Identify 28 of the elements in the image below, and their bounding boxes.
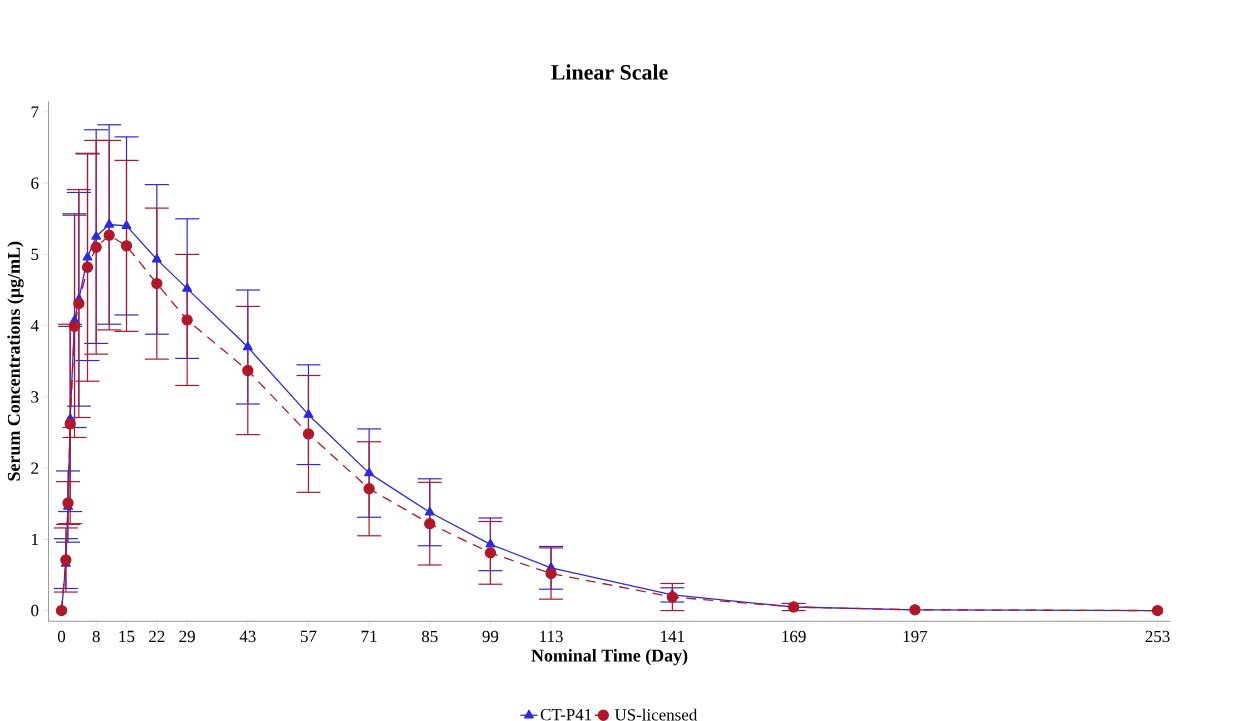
x-tick-label: 113 <box>540 630 563 643</box>
y-tick-label: 1 <box>32 533 38 545</box>
x-tick-label: 22 <box>149 630 165 642</box>
x-tick-label: 85 <box>421 630 438 643</box>
legend-label: CT-P41 <box>540 708 592 721</box>
y-tick-label: 0 <box>31 604 39 617</box>
x-tick-label: 8 <box>92 630 100 643</box>
x-tick-label: 15 <box>119 630 135 643</box>
y-tick-label: 2 <box>31 462 39 474</box>
x-tick-label: 141 <box>661 630 685 642</box>
chart-title: Linear Scale <box>551 64 668 80</box>
y-tick-label: 7 <box>31 106 39 118</box>
legend-label: US-licensed <box>614 708 698 721</box>
x-axis-title: Nominal Time (Day) <box>531 649 688 666</box>
x-tick-label: 71 <box>361 630 377 642</box>
x-tick-label: 43 <box>239 630 256 643</box>
y-tick-label: 6 <box>31 177 39 189</box>
x-tick-label: 253 <box>1145 630 1170 643</box>
y-axis-title: Serum Concentrations (µg/mL) <box>7 241 24 481</box>
y-tick-label: 3 <box>31 391 39 403</box>
x-tick-label: 57 <box>300 630 317 643</box>
x-tick-label: 0 <box>57 630 66 643</box>
x-tick-label: 99 <box>482 630 499 643</box>
y-tick-label: 5 <box>31 248 39 261</box>
y-tick-label: 4 <box>30 320 39 332</box>
x-tick-label: 29 <box>179 630 195 643</box>
x-tick-label: 197 <box>903 630 928 643</box>
x-tick-label: 169 <box>782 630 806 643</box>
